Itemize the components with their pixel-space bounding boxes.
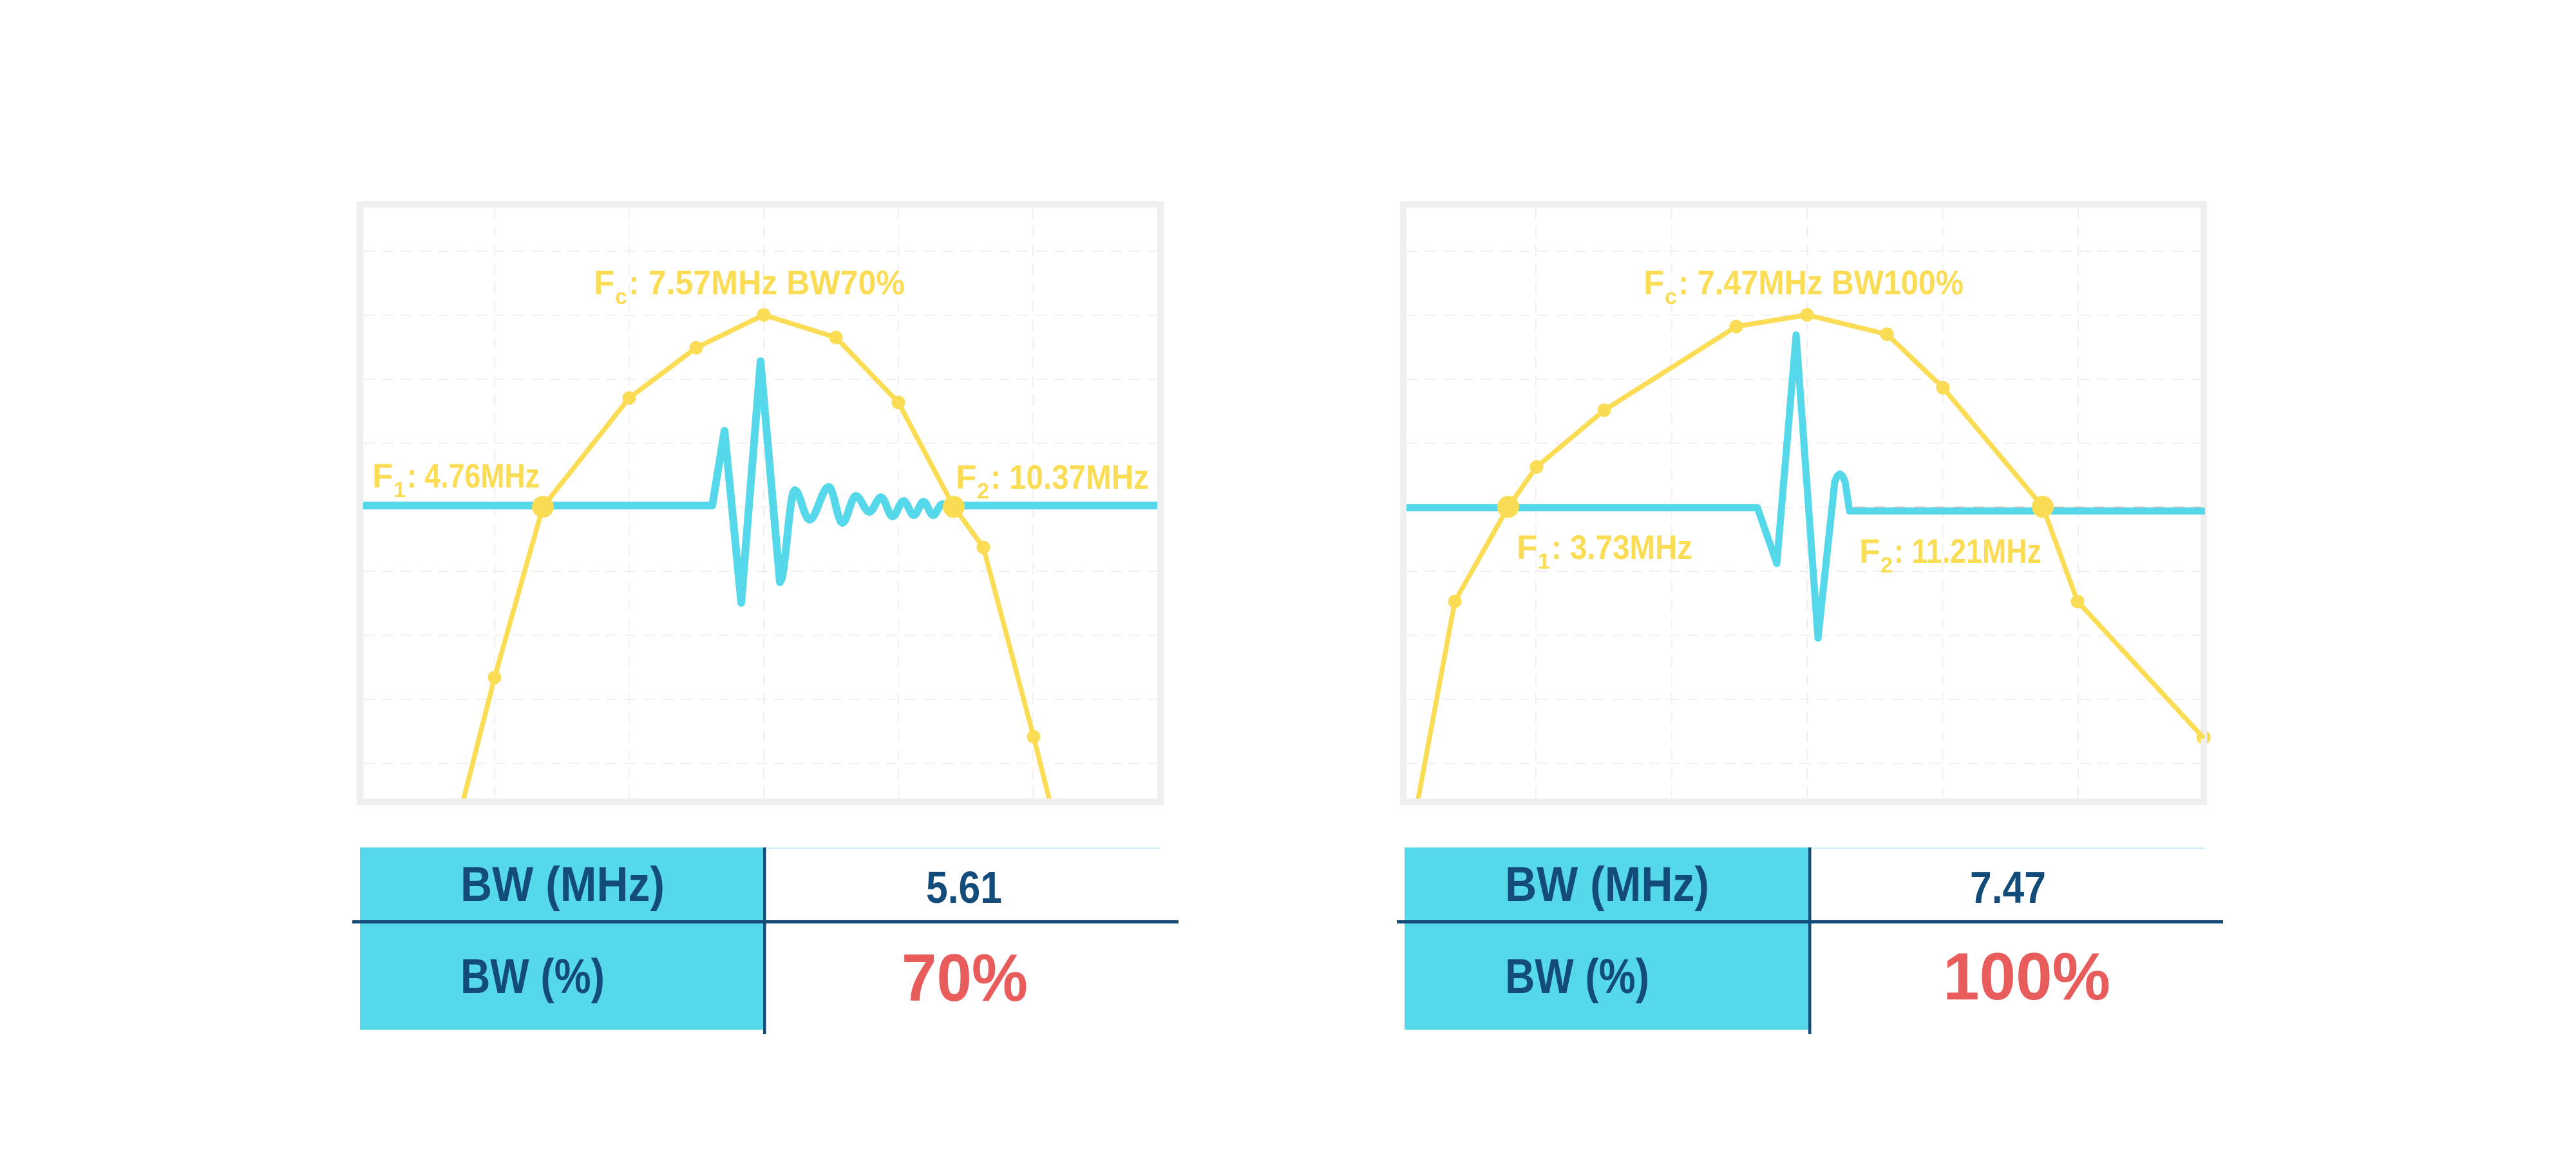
svg-text:F: F: [1643, 264, 1664, 302]
svg-text:F: F: [1517, 529, 1537, 567]
svg-text:F: F: [1859, 533, 1880, 571]
svg-text:70%: 70%: [902, 941, 1028, 1016]
svg-text:7.47: 7.47: [1970, 862, 2046, 913]
svg-text:2: 2: [977, 479, 989, 504]
svg-text:: 4.76MHz: : 4.76MHz: [407, 457, 540, 495]
svg-text:: 11.21MHz: : 11.21MHz: [1894, 533, 2041, 571]
svg-text:: 7.47MHz BW100%: : 7.47MHz BW100%: [1678, 264, 1964, 302]
svg-text:BW (%): BW (%): [1505, 949, 1649, 1004]
svg-text:1: 1: [1538, 549, 1550, 574]
svg-text:: 7.57MHz BW70%: : 7.57MHz BW70%: [629, 264, 905, 302]
svg-text:1: 1: [393, 478, 406, 502]
svg-text:F: F: [594, 264, 614, 302]
svg-text:F: F: [372, 457, 393, 495]
svg-text:100%: 100%: [1943, 940, 2110, 1014]
svg-text:c: c: [615, 285, 627, 309]
svg-text:BW (MHz): BW (MHz): [1505, 857, 1709, 912]
svg-text:5.61: 5.61: [926, 862, 1002, 913]
svg-text:c: c: [1665, 285, 1677, 309]
svg-text:: 3.73MHz: : 3.73MHz: [1551, 529, 1692, 567]
svg-text:BW (%): BW (%): [460, 949, 605, 1004]
svg-text:F: F: [956, 459, 976, 497]
svg-text:BW (MHz): BW (MHz): [460, 857, 665, 912]
svg-text:: 10.37MHz: : 10.37MHz: [990, 459, 1149, 497]
svg-text:2: 2: [1880, 553, 1893, 578]
